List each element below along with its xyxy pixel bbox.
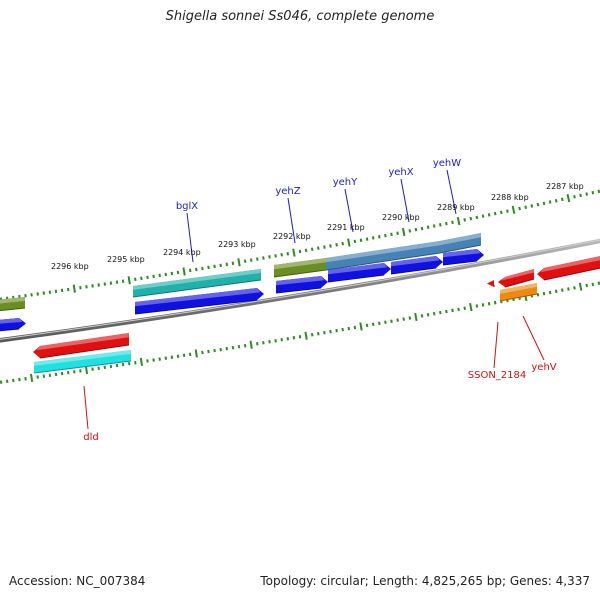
tick-label-2293: 2293 kbp: [218, 240, 256, 249]
feature-bglX-annotation: [132, 269, 262, 298]
feature-SSON_2184-cds: [487, 278, 495, 287]
tick-label-2296: 2296 kbp: [51, 262, 89, 271]
gene-features: [0, 233, 600, 374]
tick-label-2291: 2291 kbp: [327, 223, 365, 232]
gene-label-yehY[interactable]: yehY: [333, 177, 358, 188]
gene-labels: bglX yehZ yehY yehX yehW dld SSON_2184 y…: [83, 158, 557, 443]
upper-dotted-track: [0, 189, 600, 301]
leader-yehY: [344, 188, 354, 233]
gene-label-yehV[interactable]: yehV: [531, 362, 556, 373]
feature-yehX-cds: [390, 256, 443, 275]
tick-label-2292: 2292 kbp: [273, 232, 311, 241]
gene-label-yehZ[interactable]: yehZ: [275, 186, 300, 197]
tick-label-2294: 2294 kbp: [163, 248, 201, 257]
feature-yehV-cds: [498, 269, 535, 288]
leader-yehW: [446, 169, 457, 215]
gene-label-yehX[interactable]: yehX: [388, 167, 413, 178]
genome-backbone: [0, 238, 600, 343]
feature-red-right-edge: [537, 256, 600, 281]
feature-yehW-cds: [442, 249, 484, 266]
lower-dotted-track: [0, 281, 600, 384]
feature-dld-cds: [33, 333, 130, 359]
feature-yehZ-cds: [275, 276, 328, 294]
feature-yehY-yehX-annotation: [325, 241, 441, 271]
dotted-tracks: [0, 189, 600, 384]
tick-label-2289: 2289 kbp: [437, 203, 475, 212]
gene-label-SSON_2184[interactable]: SSON_2184: [468, 370, 527, 381]
leader-yehX: [400, 178, 410, 223]
leader-bglX: [186, 212, 194, 263]
accession-text: Accession: NC_007384: [9, 574, 146, 588]
leader-SSON_2184: [493, 321, 499, 369]
ruler-tick-labels: 2296 kbp 2295 kbp 2294 kbp 2293 kbp 2292…: [51, 182, 584, 271]
feature-yehW-annotation: [439, 233, 482, 254]
feature-olive-left-edge: [0, 297, 26, 312]
backbone-highlight: [0, 239, 600, 340]
map-title: Shigella sonnei Ss046, complete genome: [165, 9, 435, 24]
leader-dld: [83, 385, 89, 430]
feature-yehY-cds: [327, 263, 391, 283]
tick-label-2288: 2288 kbp: [491, 193, 529, 202]
feature-yehZ-annotation: [273, 258, 327, 278]
backbone-arc: [0, 238, 600, 343]
leader-yehZ: [287, 197, 296, 244]
tick-label-2287: 2287 kbp: [546, 182, 584, 191]
leader-yehV: [522, 315, 545, 361]
genome-summary-text: Topology: circular; Length: 4,825,265 bp…: [260, 574, 590, 588]
feature-blue-left-edge: [0, 318, 26, 332]
gene-label-dld[interactable]: dld: [83, 432, 98, 443]
gene-label-bglX[interactable]: bglX: [176, 201, 198, 212]
gene-label-yehW[interactable]: yehW: [433, 158, 461, 169]
feature-bglX-cds: [134, 288, 264, 315]
tick-label-2295: 2295 kbp: [107, 255, 145, 264]
feature-yehV-annotation: [499, 283, 538, 302]
feature-dld-annotation: [33, 350, 132, 374]
label-leader-lines: [83, 169, 545, 430]
tick-label-2290: 2290 kbp: [382, 213, 420, 222]
